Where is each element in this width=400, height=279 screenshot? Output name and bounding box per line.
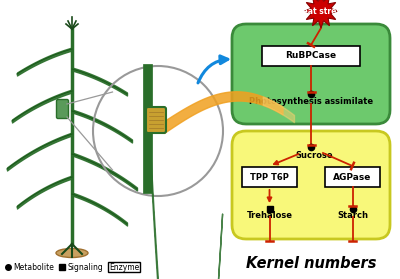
Text: Starch: Starch: [337, 210, 368, 220]
Text: Metabolite: Metabolite: [13, 263, 54, 271]
Text: RuBPCase: RuBPCase: [286, 52, 336, 61]
Polygon shape: [304, 0, 338, 28]
FancyBboxPatch shape: [56, 100, 68, 119]
Text: Sucrose: Sucrose: [295, 150, 333, 160]
Text: Signaling: Signaling: [67, 263, 103, 271]
FancyBboxPatch shape: [108, 262, 140, 272]
Ellipse shape: [56, 249, 88, 258]
FancyBboxPatch shape: [325, 167, 380, 187]
FancyBboxPatch shape: [146, 107, 166, 133]
FancyBboxPatch shape: [232, 24, 390, 124]
Text: Photosynthesis assimilate: Photosynthesis assimilate: [249, 97, 373, 107]
FancyBboxPatch shape: [262, 46, 360, 66]
Text: Enzyme: Enzyme: [109, 263, 139, 271]
Text: Heat stress: Heat stress: [296, 6, 346, 16]
Text: Kernel numbers: Kernel numbers: [246, 256, 376, 271]
Text: Trehalose: Trehalose: [246, 210, 292, 220]
FancyBboxPatch shape: [242, 167, 297, 187]
Text: TPP T6P: TPP T6P: [250, 172, 289, 182]
Text: AGPase: AGPase: [333, 172, 372, 182]
FancyBboxPatch shape: [232, 131, 390, 239]
